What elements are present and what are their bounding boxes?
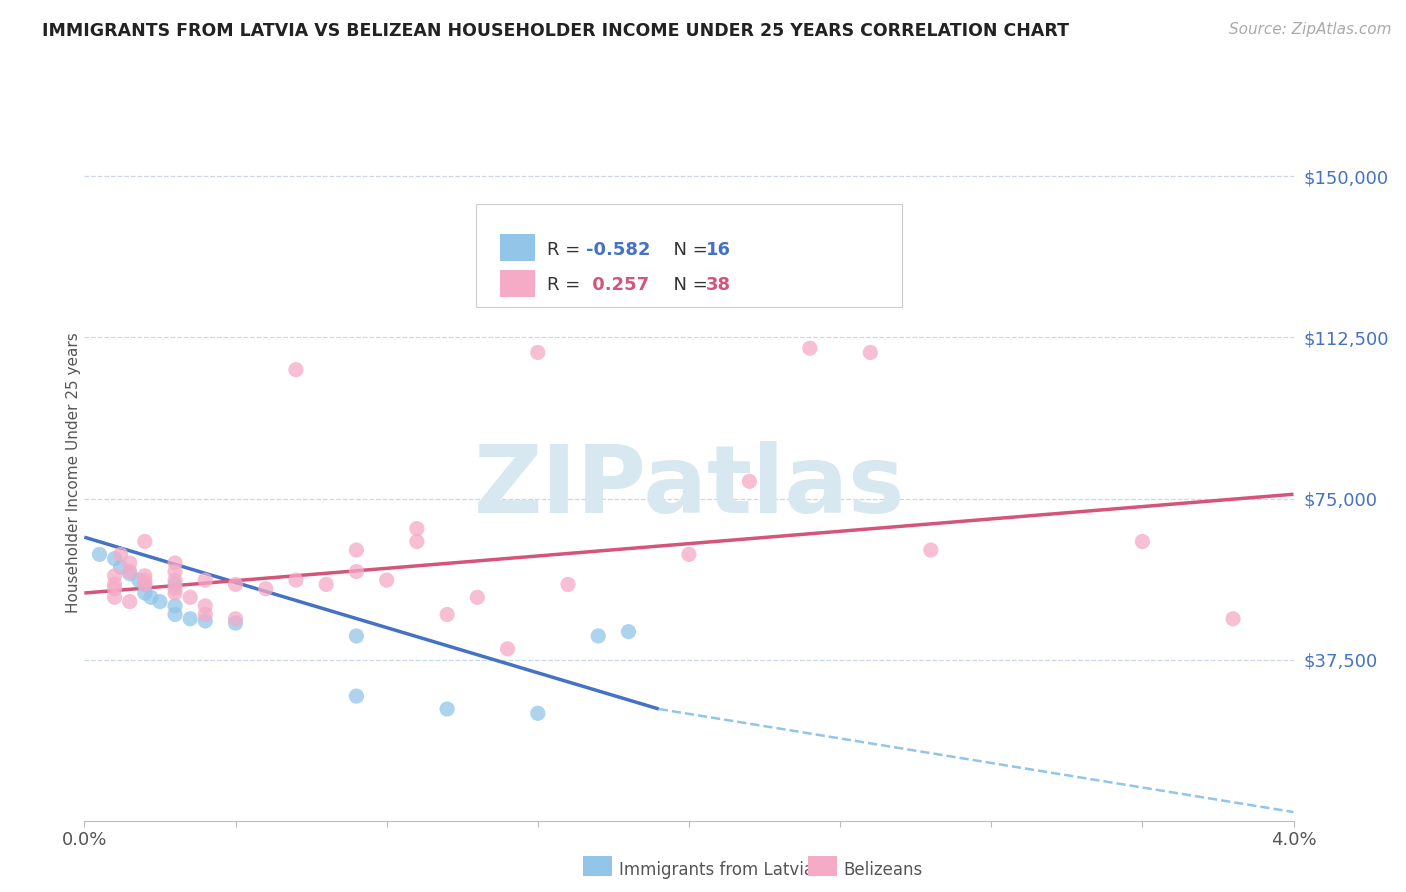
Text: Source: ZipAtlas.com: Source: ZipAtlas.com — [1229, 22, 1392, 37]
Point — [165, 565, 187, 579]
Point — [406, 522, 429, 536]
Point — [179, 591, 201, 605]
Point — [194, 614, 217, 628]
Point — [165, 577, 187, 591]
Point — [165, 607, 187, 622]
Point — [165, 582, 187, 596]
Point — [134, 577, 156, 591]
Point — [1222, 612, 1244, 626]
Point — [179, 612, 201, 626]
Point — [134, 573, 156, 587]
Point — [104, 551, 127, 566]
Point — [225, 612, 247, 626]
Point — [89, 547, 111, 561]
Point — [118, 565, 141, 579]
Point — [104, 582, 127, 596]
Point — [194, 607, 217, 622]
Y-axis label: Householder Income Under 25 years: Householder Income Under 25 years — [66, 333, 80, 613]
Point — [225, 577, 247, 591]
Point — [104, 591, 127, 605]
Point — [284, 362, 308, 376]
Point — [1132, 534, 1154, 549]
Point — [799, 341, 821, 355]
Point — [134, 586, 156, 600]
Text: N =: N = — [662, 241, 713, 259]
Point — [134, 569, 156, 583]
Point — [118, 594, 141, 608]
Point — [678, 547, 700, 561]
Point — [128, 573, 150, 587]
Point — [738, 475, 761, 489]
Point — [225, 616, 247, 631]
Point — [165, 573, 187, 587]
Point — [139, 591, 162, 605]
Point — [859, 345, 882, 359]
Text: 0.257: 0.257 — [586, 277, 650, 294]
Point — [496, 641, 519, 656]
Point — [920, 543, 942, 558]
Point — [436, 702, 458, 716]
Text: ZIPatlas: ZIPatlas — [474, 441, 904, 533]
Point — [346, 565, 368, 579]
Point — [436, 607, 458, 622]
Text: R =: R = — [547, 241, 586, 259]
Point — [346, 689, 368, 703]
Text: 38: 38 — [706, 277, 731, 294]
Point — [165, 599, 187, 613]
Point — [617, 624, 640, 639]
Text: -0.582: -0.582 — [586, 241, 651, 259]
Point — [346, 543, 368, 558]
Point — [118, 556, 141, 570]
Point — [346, 629, 368, 643]
Point — [104, 577, 127, 591]
Point — [134, 534, 156, 549]
Point — [194, 599, 217, 613]
Point — [557, 577, 579, 591]
Text: R =: R = — [547, 277, 586, 294]
Point — [375, 573, 398, 587]
Point — [284, 573, 308, 587]
Point — [527, 345, 550, 359]
Point — [165, 586, 187, 600]
Text: IMMIGRANTS FROM LATVIA VS BELIZEAN HOUSEHOLDER INCOME UNDER 25 YEARS CORRELATION: IMMIGRANTS FROM LATVIA VS BELIZEAN HOUSE… — [42, 22, 1069, 40]
Point — [467, 591, 489, 605]
Point — [110, 560, 132, 574]
Text: N =: N = — [662, 277, 713, 294]
Point — [134, 577, 156, 591]
Point — [118, 566, 141, 581]
Point — [527, 706, 550, 721]
Point — [149, 594, 172, 608]
Point — [406, 534, 429, 549]
Point — [315, 577, 337, 591]
Point — [254, 582, 277, 596]
Point — [165, 556, 187, 570]
Text: Belizeans: Belizeans — [844, 861, 922, 879]
Text: 16: 16 — [706, 241, 731, 259]
Text: Immigrants from Latvia: Immigrants from Latvia — [619, 861, 814, 879]
Point — [588, 629, 610, 643]
Point — [104, 569, 127, 583]
Point — [110, 547, 132, 561]
Point — [194, 573, 217, 587]
